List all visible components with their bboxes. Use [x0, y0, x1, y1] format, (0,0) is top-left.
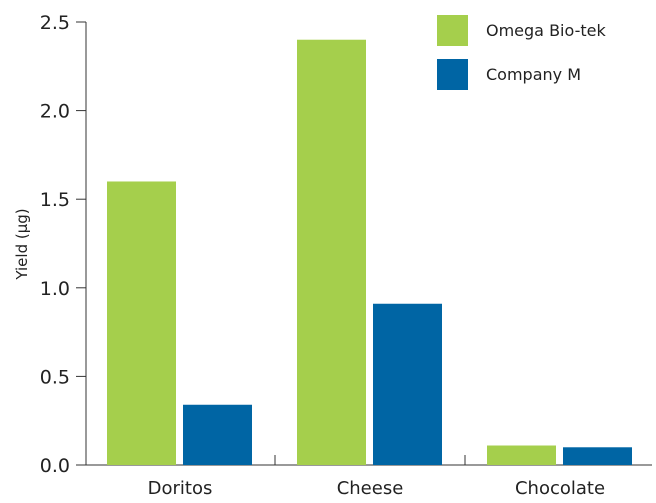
y-tick-label: 1.5 — [40, 189, 70, 211]
y-axis: 0.0 0.5 1.0 1.5 2.0 2.5 — [40, 12, 87, 477]
y-axis-title: Yield (µg) — [13, 208, 31, 280]
y-tick-label: 1.0 — [40, 278, 70, 300]
bar-omega-bio-tek-chocolate — [487, 445, 556, 465]
legend-swatch — [437, 59, 468, 90]
legend-label: Omega Bio-tek — [486, 21, 606, 40]
bar-company-m-cheese — [373, 303, 442, 465]
y-tick-label: 0.5 — [40, 366, 70, 388]
legend-label: Company M — [486, 65, 581, 84]
bar-omega-bio-tek-doritos — [107, 181, 176, 466]
x-tick-label: Doritos — [148, 478, 213, 499]
x-tick-label: Chocolate — [515, 478, 605, 499]
x-tick-label: Cheese — [337, 478, 404, 499]
bar-company-m-chocolate — [563, 447, 632, 465]
x-axis: Doritos Cheese Chocolate — [86, 455, 652, 499]
legend: Omega Bio-tek Company M — [437, 15, 606, 90]
legend-swatch — [437, 15, 468, 46]
bar-company-m-doritos — [183, 404, 252, 465]
y-tick-label: 2.0 — [40, 101, 70, 123]
y-tick-label: 0.0 — [40, 455, 70, 477]
bar-omega-bio-tek-cheese — [297, 39, 366, 465]
y-tick-label: 2.5 — [40, 12, 70, 34]
bars — [107, 39, 632, 466]
